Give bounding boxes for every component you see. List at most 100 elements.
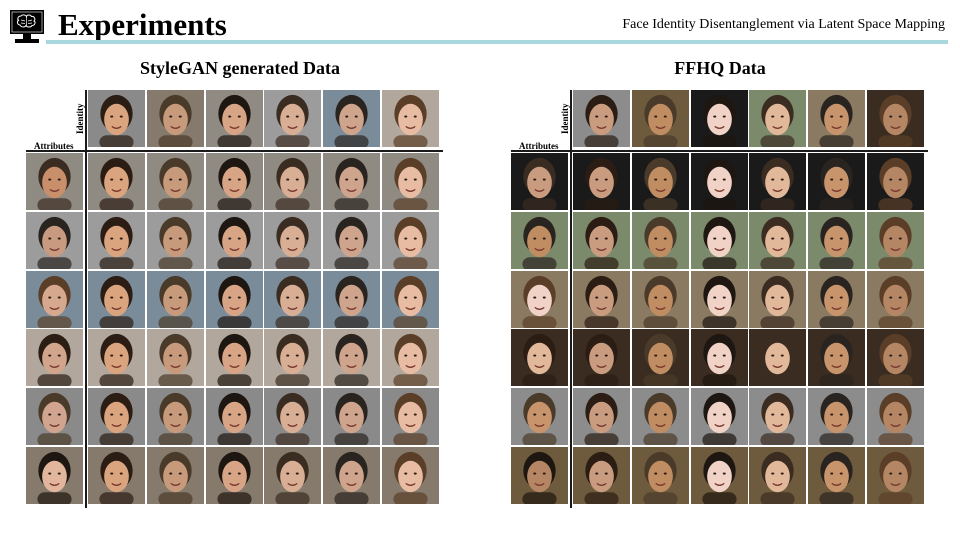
identity-face [867, 90, 924, 147]
generated-face [867, 153, 924, 210]
attribute-face [511, 270, 568, 328]
generated-face [264, 329, 322, 387]
generated-face [323, 447, 381, 504]
generated-face [88, 447, 145, 504]
generated-face [808, 270, 866, 328]
attribute-face [26, 329, 83, 387]
generated-face [749, 153, 807, 210]
identity-face [323, 90, 381, 147]
generated-face [749, 388, 807, 446]
generated-face [749, 447, 807, 504]
generated-face [867, 447, 924, 504]
attribute-face [511, 388, 568, 446]
generated-face [808, 211, 866, 269]
generated-face [146, 329, 204, 387]
generated-face [573, 211, 630, 269]
generated-face [88, 329, 145, 387]
generated-face [146, 447, 204, 504]
attribute-face [26, 270, 83, 328]
identity-face [88, 90, 145, 147]
generated-face [631, 329, 689, 387]
identity-face [205, 90, 263, 147]
generated-face [264, 211, 322, 269]
attribute-face [511, 153, 568, 210]
generated-face [573, 388, 630, 446]
identity-face [631, 90, 689, 147]
generated-face [749, 329, 807, 387]
generated-face [808, 329, 866, 387]
generated-face [146, 153, 204, 210]
identity-face [146, 90, 204, 147]
row-separator [26, 149, 443, 152]
generated-face [88, 388, 145, 446]
row-separator [511, 149, 928, 152]
generated-face [88, 270, 145, 328]
generated-face [867, 211, 924, 269]
identity-face [808, 90, 866, 147]
generated-face [690, 270, 748, 328]
generated-face [146, 211, 204, 269]
attribute-face [511, 447, 568, 504]
generated-face [573, 447, 630, 504]
generated-face [690, 211, 748, 269]
attribute-face [26, 447, 83, 504]
generated-face [573, 270, 630, 328]
identity-face [382, 90, 439, 147]
generated-face [749, 270, 807, 328]
generated-face [264, 447, 322, 504]
identity-label: Identity [560, 103, 570, 134]
generated-face [88, 211, 145, 269]
generated-face [323, 211, 381, 269]
column-separator [569, 90, 572, 508]
generated-face [264, 153, 322, 210]
attribute-face [26, 153, 83, 210]
page-title: Experiments [58, 7, 227, 42]
generated-face [631, 153, 689, 210]
generated-face [382, 211, 439, 269]
attribute-face [511, 211, 568, 269]
generated-face [867, 329, 924, 387]
generated-face [323, 329, 381, 387]
generated-face [808, 153, 866, 210]
generated-face [146, 388, 204, 446]
attributes-label: Attributes [519, 141, 559, 151]
identity-face [749, 90, 807, 147]
identity-label: Identity [75, 103, 85, 134]
generated-face [382, 270, 439, 328]
generated-face [690, 329, 748, 387]
generated-face [323, 270, 381, 328]
generated-face [867, 388, 924, 446]
generated-face [749, 211, 807, 269]
generated-face [205, 153, 263, 210]
generated-face [631, 270, 689, 328]
brain-monitor-icon [9, 9, 45, 45]
ffhq-panel-title: FFHQ Data [674, 58, 766, 78]
generated-face [205, 211, 263, 269]
identity-face [264, 90, 322, 147]
generated-face [264, 270, 322, 328]
attributes-label: Attributes [34, 141, 74, 151]
generated-face [205, 388, 263, 446]
generated-face [205, 447, 263, 504]
generated-face [690, 153, 748, 210]
generated-face [573, 329, 630, 387]
generated-face [382, 329, 439, 387]
generated-face [631, 388, 689, 446]
stylegan-face-grid: Identity Attributes [26, 90, 443, 508]
attribute-face [511, 329, 568, 387]
generated-face [205, 270, 263, 328]
column-separator [84, 90, 87, 508]
generated-face [88, 153, 145, 210]
generated-face [631, 211, 689, 269]
attribute-face [26, 388, 83, 446]
page-subtitle: Face Identity Disentanglement via Latent… [622, 17, 945, 32]
generated-face [573, 153, 630, 210]
generated-face [808, 388, 866, 446]
generated-face [382, 447, 439, 504]
generated-face [264, 388, 322, 446]
identity-face [690, 90, 748, 147]
stylegan-panel-title: StyleGAN generated Data [140, 58, 340, 78]
generated-face [323, 153, 381, 210]
generated-face [690, 447, 748, 504]
header-divider [46, 40, 948, 44]
